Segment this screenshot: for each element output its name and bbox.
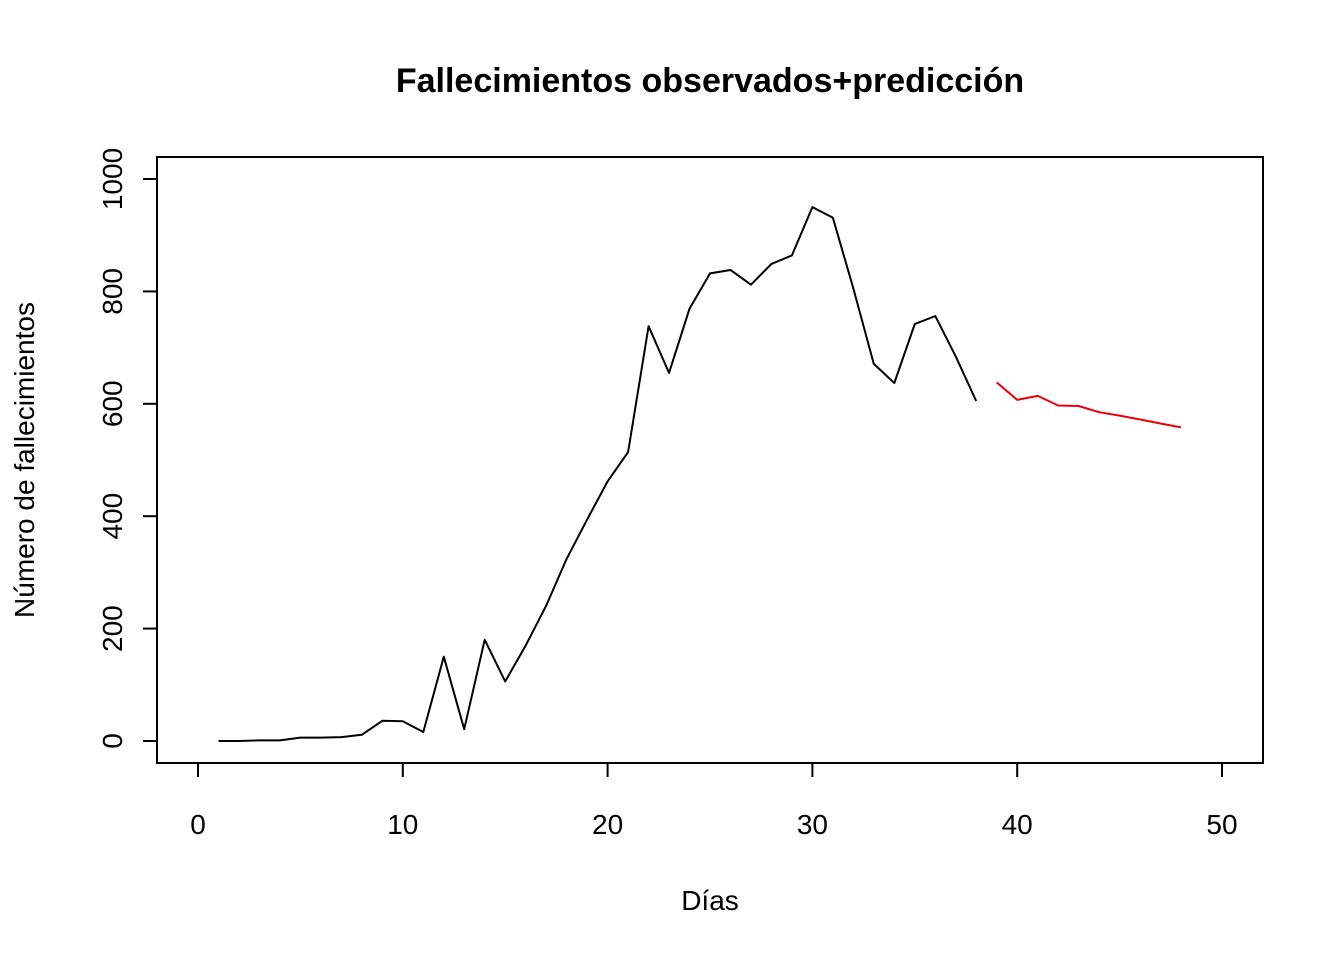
x-axis-label: Días [681,885,739,916]
y-axis: 0 200 400 600 800 1000 [97,148,158,749]
series-prediction-line [996,381,1182,429]
x-tick-label: 10 [387,809,418,840]
y-tick-label: 800 [97,268,128,315]
x-tick-label: 20 [592,809,623,840]
y-tick-label: 200 [97,605,128,652]
x-tick-label: 0 [190,809,206,840]
plot-frame [156,156,1264,764]
chart-title: Fallecimientos observados+predicción [396,62,1024,100]
x-axis: 0 10 20 30 40 50 [190,762,1238,840]
x-tick-label: 30 [797,809,828,840]
y-axis-label: Número de fallecimientos [9,302,40,618]
x-tick-label: 50 [1206,809,1237,840]
series-group [218,206,1182,742]
y-tick-label: 1000 [97,148,128,210]
y-tick-label: 400 [97,493,128,540]
y-tick-label: 0 [97,733,128,749]
series-observed-line [218,206,978,742]
y-tick-label: 600 [97,380,128,427]
x-tick-label: 40 [1002,809,1033,840]
